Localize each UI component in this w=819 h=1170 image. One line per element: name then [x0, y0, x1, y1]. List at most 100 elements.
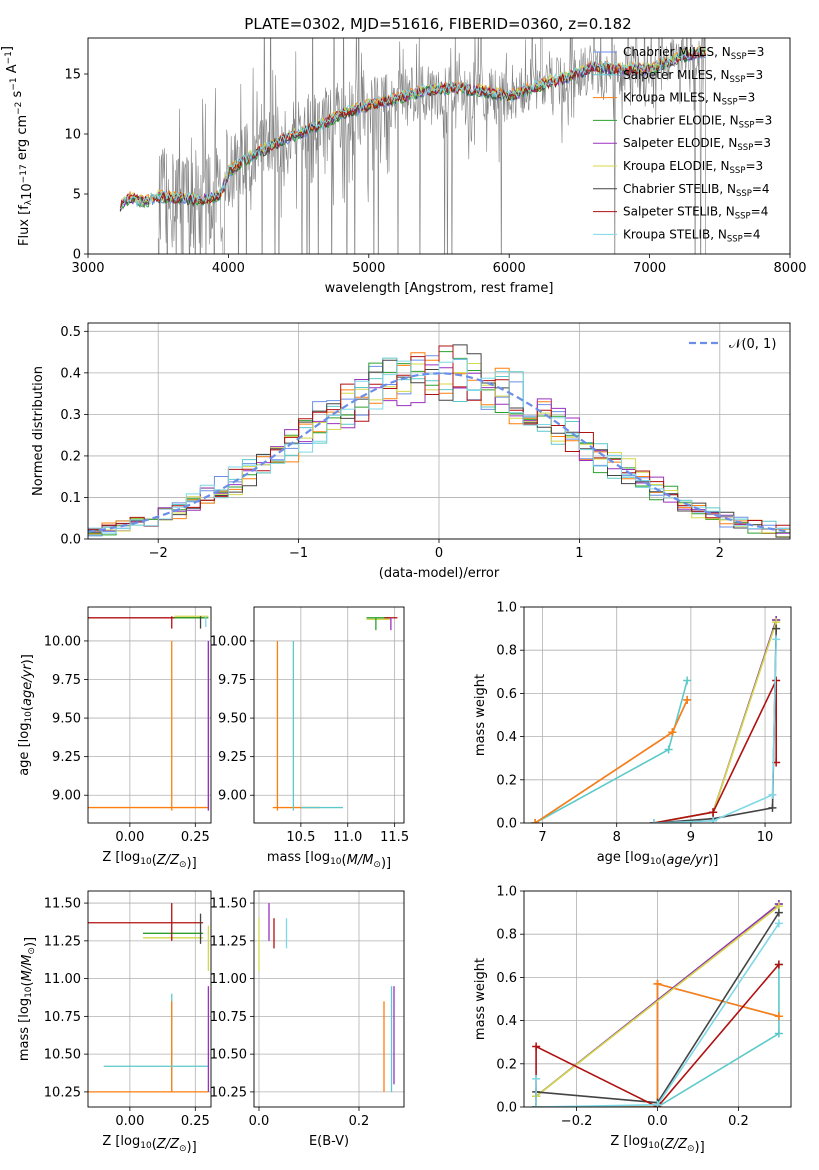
legend-label: 𝒩(0, 1) [729, 337, 776, 352]
y-axis-label: age [log10(age/yr)] [17, 654, 35, 776]
tick-label-x: 3000 [71, 261, 104, 276]
x-axis-label: wavelength [Angstrom, rest frame] [325, 281, 554, 296]
axes-frame [87, 606, 212, 824]
panel-weight-vs-age: 7 8 9 10 0.0 0.2 0.4 0.6 0.8 1.0 mass weight age [l… [473, 601, 792, 868]
tick-label-x: 7000 [633, 261, 666, 276]
legend-count: =3 [753, 136, 771, 150]
weight-line-kroupa-miles [534, 699, 688, 823]
x-axis-label: mass [log10(M/M⊙)] [267, 850, 391, 871]
legend-sub: SSP [739, 120, 755, 130]
legend-text: Chabrier ELODIE, N [623, 113, 739, 127]
legend-label: Kroupa ELODIE, NSSP=3 [623, 159, 763, 176]
grid [254, 891, 404, 1107]
x-axis-label-part: 10 [140, 1141, 152, 1151]
tick-label-y: 10.25 [210, 1085, 247, 1100]
x-axis-label-part: )] [187, 1140, 197, 1155]
tick-label-y: 10 [64, 128, 81, 143]
x-axis-label-part: Z [log [102, 850, 140, 865]
plot-area [88, 344, 790, 538]
tick-label-y: 0.4 [496, 1014, 517, 1029]
y-axis-label-part: )] [23, 937, 38, 947]
legend-text: Salpeter ELODIE, N [623, 136, 737, 150]
tick-label-x: 2 [716, 546, 724, 561]
x-axis-label-part: Z [log [610, 1134, 648, 1149]
y-axis-label-part: 10 [24, 986, 34, 998]
legend-count: =4 [743, 227, 761, 241]
weight-marker [772, 676, 781, 685]
axes-frame [253, 890, 405, 1108]
x-axis-label: age [log10(age/yr)] [597, 850, 719, 868]
y-axis-label-part: ] [0, 46, 15, 51]
tick-label-x: 0.0 [249, 1114, 270, 1129]
tick-label-y: 0.2 [496, 1057, 517, 1072]
panel-mass-vs-EBV: 0.0 0.2 10.25 10.50 10.75 11.00 11.25 11.50 E(B-… [210, 890, 405, 1149]
y-axis-label-part: λ [24, 199, 34, 205]
x-axis-label-part: Z/Z [156, 1137, 180, 1152]
weight-line-chabrier-miles [534, 699, 688, 823]
x-axis-label-part: )] [708, 853, 718, 868]
y-axis-label-part: age/yr [20, 663, 35, 706]
tick-label-x: 11.0 [333, 830, 362, 845]
x-axis-label-part: (data-model)/error [379, 566, 500, 581]
legend-text: Kroupa STELIB, N [623, 227, 727, 241]
tick-label-y: 0.2 [496, 773, 517, 788]
tick-label-y: 1.0 [496, 885, 517, 900]
x-axis-label-part: age/yr [666, 853, 709, 868]
x-axis-label-part: ( [152, 1137, 157, 1152]
normal-curve [88, 372, 790, 533]
tick-label-y: 0.1 [60, 491, 81, 506]
y-axis-label-part: 10 [20, 183, 35, 200]
legend-count: =4 [752, 182, 770, 196]
tick-label-y: 10.75 [44, 1010, 81, 1025]
plot-area [531, 615, 781, 823]
legend-sub: SSP [737, 143, 753, 153]
tick-label-x: 0.00 [115, 1114, 144, 1129]
y-axis-label-part: Normed distribution [31, 366, 46, 496]
tick-label-x: 8 [613, 830, 621, 845]
tick-label-y: 0.4 [496, 730, 517, 745]
weight-marker [683, 695, 692, 704]
tick-label-y: 10.25 [44, 1085, 81, 1100]
plot-area [258, 903, 395, 1092]
tick-label-y: 9.50 [52, 712, 81, 727]
tick-label-x: 11.5 [380, 830, 409, 845]
x-axis-label-part: ( [342, 853, 347, 868]
weight-marker [774, 1012, 783, 1021]
legend-sub: SSP [736, 189, 752, 199]
tick-label-y: 10.00 [210, 634, 247, 649]
grid [254, 607, 404, 823]
axes-frame [523, 606, 792, 824]
weight-line-salpeter-stelib [653, 680, 777, 823]
x-axis-label-part: ⊙ [373, 860, 381, 870]
tick-label-y: 0.8 [496, 928, 517, 943]
x-axis-label-part: Z/Z [664, 1137, 688, 1152]
tick-label-x: 1 [575, 546, 583, 561]
x-axis-label: Z [log10(Z/Z⊙)] [102, 850, 196, 871]
legend-text: Chabrier STELIB, N [623, 182, 736, 196]
tick-label-x: 10 [757, 830, 774, 845]
grid [88, 607, 211, 823]
weight-line-kroupa-stelib [653, 639, 777, 823]
weight-marker [683, 676, 692, 685]
weight-line-chabrier-stelib [653, 628, 777, 823]
y-axis-label: mass [log10(M/M⊙)] [17, 937, 38, 1061]
y-axis-label-part: −1 [9, 77, 19, 90]
tick-label-x: 4000 [212, 261, 245, 276]
grid [88, 891, 211, 1107]
tick-label-x: 0.25 [181, 830, 210, 845]
y-axis-label-part: −1 [4, 51, 14, 64]
legend-count: =3 [745, 159, 763, 173]
weight-marker [532, 1103, 541, 1107]
weight-marker [531, 819, 540, 823]
tick-label-x: 0 [435, 546, 443, 561]
weight-marker [774, 919, 783, 928]
figure-title: PLATE=0302, MJD=51616, FIBERID=0360, z=0… [244, 15, 631, 33]
tick-label-y: 0 [73, 248, 81, 263]
tick-label-y: 11.25 [210, 934, 247, 949]
tick-label-x: 9 [687, 830, 695, 845]
axes-frame [87, 322, 791, 540]
weight-marker [774, 960, 783, 969]
x-axis-label-part: ⊙ [179, 860, 187, 870]
